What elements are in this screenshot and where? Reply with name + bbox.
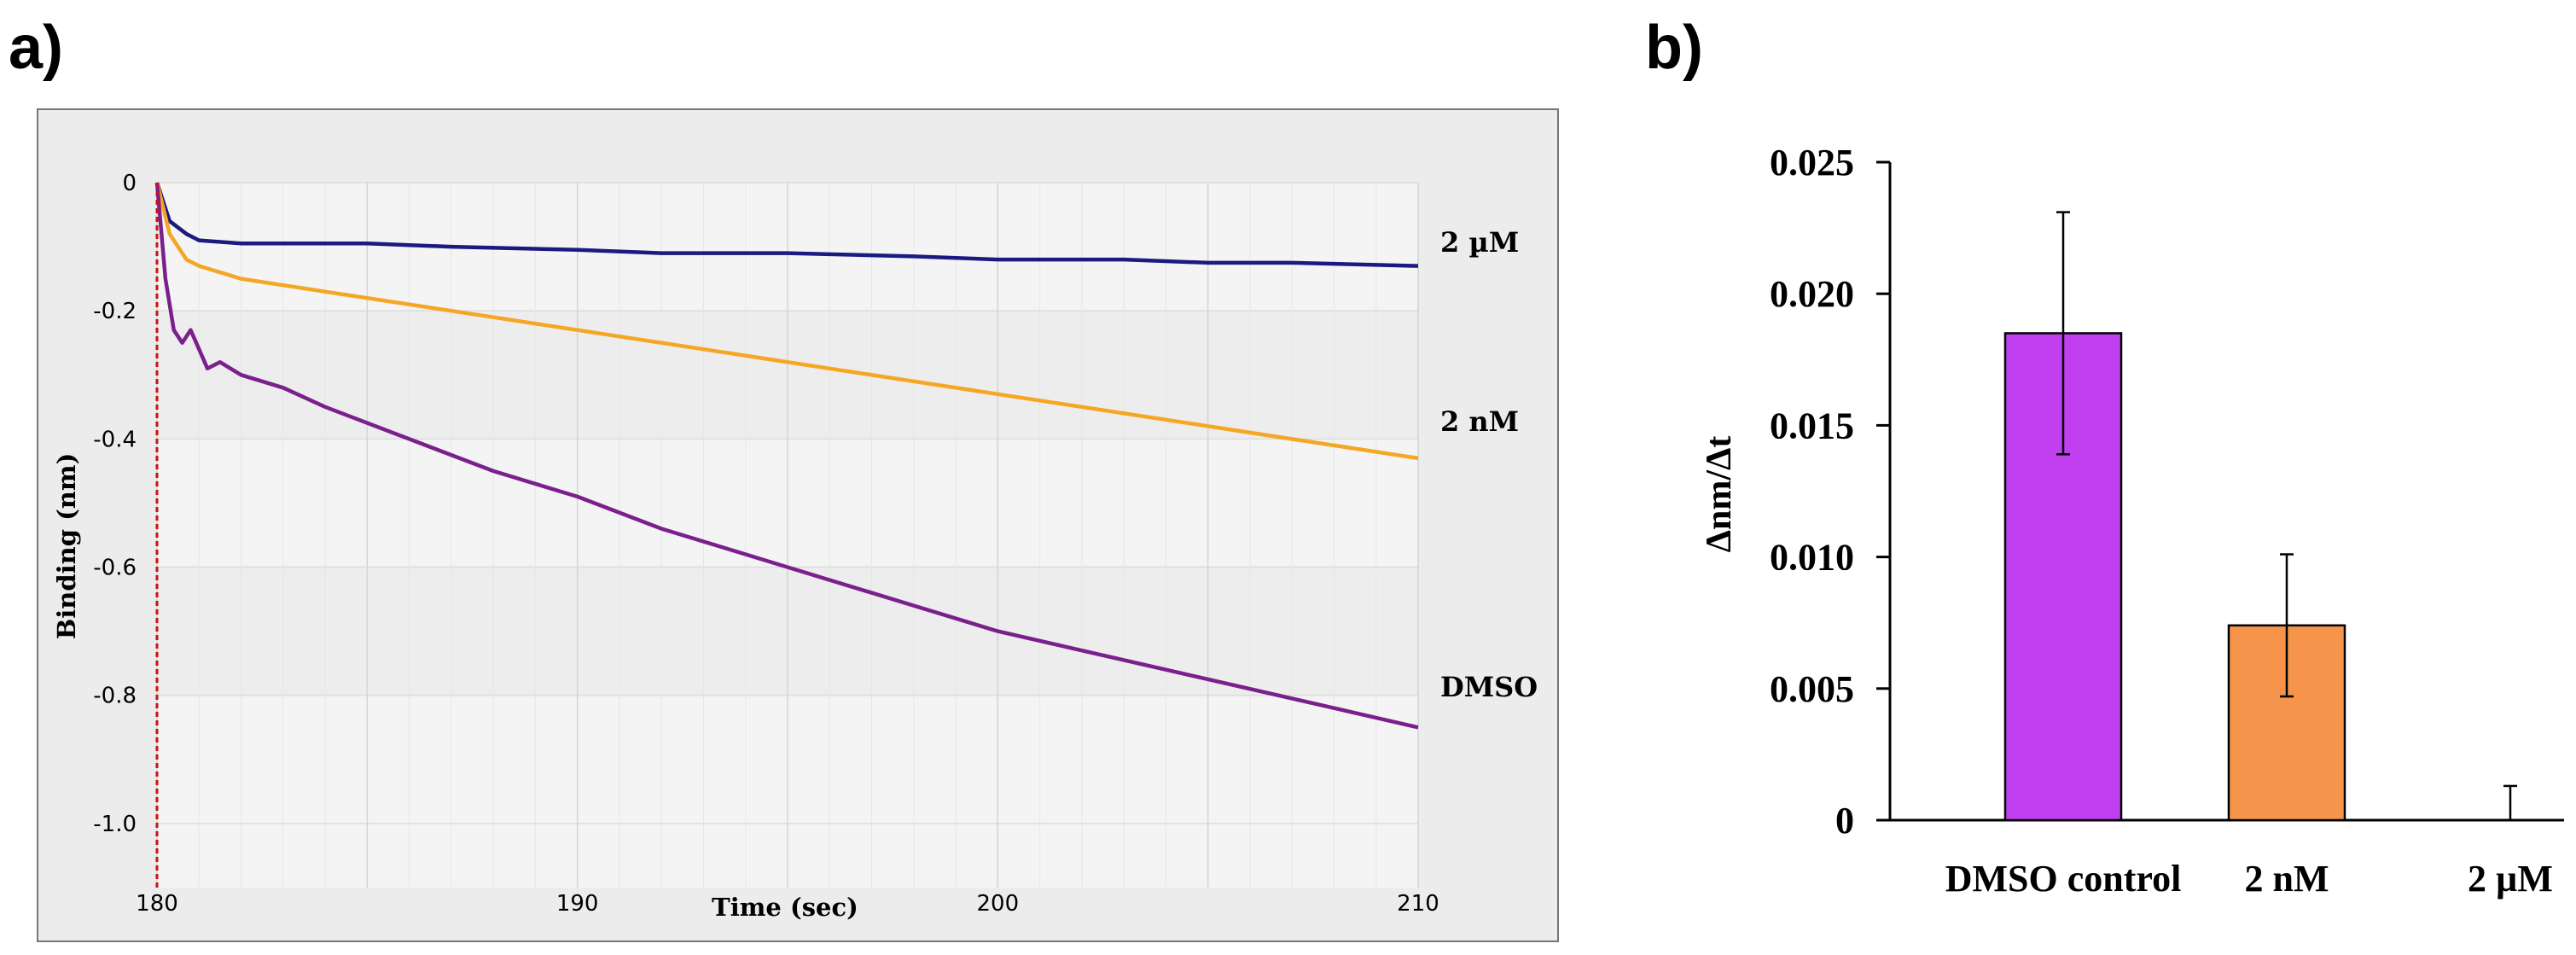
- chart-a-y-tick-labels: 0 -0.2 -0.4 -0.6 -0.8 -1.0: [93, 171, 137, 837]
- rate-bar-chart: 0 0.005 0.010 0.015 0.020 0.025 DMSO control 2…: [1700, 142, 2564, 900]
- chart-a-gridlines: [156, 182, 1419, 888]
- series-line-0: [154, 182, 1419, 268]
- y-tick-label: 0.015: [1770, 405, 1854, 446]
- x-tick-label: 180: [136, 891, 178, 917]
- y-tick-label: 0.010: [1770, 537, 1854, 579]
- y-tick-label: -0.6: [93, 556, 137, 581]
- y-tick-label: 0: [1835, 800, 1854, 841]
- y-tick-label: -0.4: [93, 427, 137, 452]
- y-tick-label: -1.0: [93, 812, 137, 837]
- chart-b-y-tick-labels: 0 0.005 0.010 0.015 0.020 0.025: [1770, 142, 1854, 841]
- y-tick-label: 0: [122, 171, 137, 196]
- y-tick-label: 0.025: [1770, 142, 1854, 183]
- chart-a-y-axis-label: Binding (nm): [52, 453, 81, 640]
- panel-label-a: a): [9, 14, 63, 82]
- chart-b-category-labels: DMSO control 2 nM 2 µM: [1945, 858, 2553, 900]
- series-label-2nm: 2 nM: [1440, 405, 1519, 438]
- chart-b-y-axis-label: Δnm/Δt: [1700, 436, 1739, 553]
- x-tick-label: 210: [1397, 891, 1439, 917]
- chart-a-x-tick-labels: 180 190 200 210: [136, 891, 1439, 917]
- x-tick-label: 200: [977, 891, 1020, 917]
- series-label-dmso: DMSO: [1440, 671, 1538, 703]
- x-tick-label: 190: [556, 891, 599, 917]
- chart-a-series: [154, 182, 1419, 730]
- category-label: 2 nM: [2245, 858, 2329, 900]
- chart-a-x-axis-label: Time (sec): [712, 893, 858, 922]
- panel-label-b: b): [1645, 14, 1703, 82]
- category-label: DMSO control: [1945, 858, 2182, 900]
- y-tick-label: 0.020: [1770, 273, 1854, 315]
- chart-b-axes: [1876, 160, 2564, 822]
- category-label: 2 µM: [2468, 858, 2553, 900]
- binding-line-chart: 0 -0.2 -0.4 -0.6 -0.8 -1.0 180 190 200 210 Bindi…: [37, 108, 1559, 942]
- series-line-1: [154, 182, 1419, 461]
- y-tick-label: 0.005: [1770, 668, 1854, 710]
- y-tick-label: -0.8: [93, 684, 137, 709]
- y-tick-label: -0.2: [93, 299, 137, 324]
- series-label-2um: 2 µM: [1440, 226, 1519, 259]
- series-line-2: [154, 182, 1419, 730]
- chart-b-bars: [2003, 211, 2517, 822]
